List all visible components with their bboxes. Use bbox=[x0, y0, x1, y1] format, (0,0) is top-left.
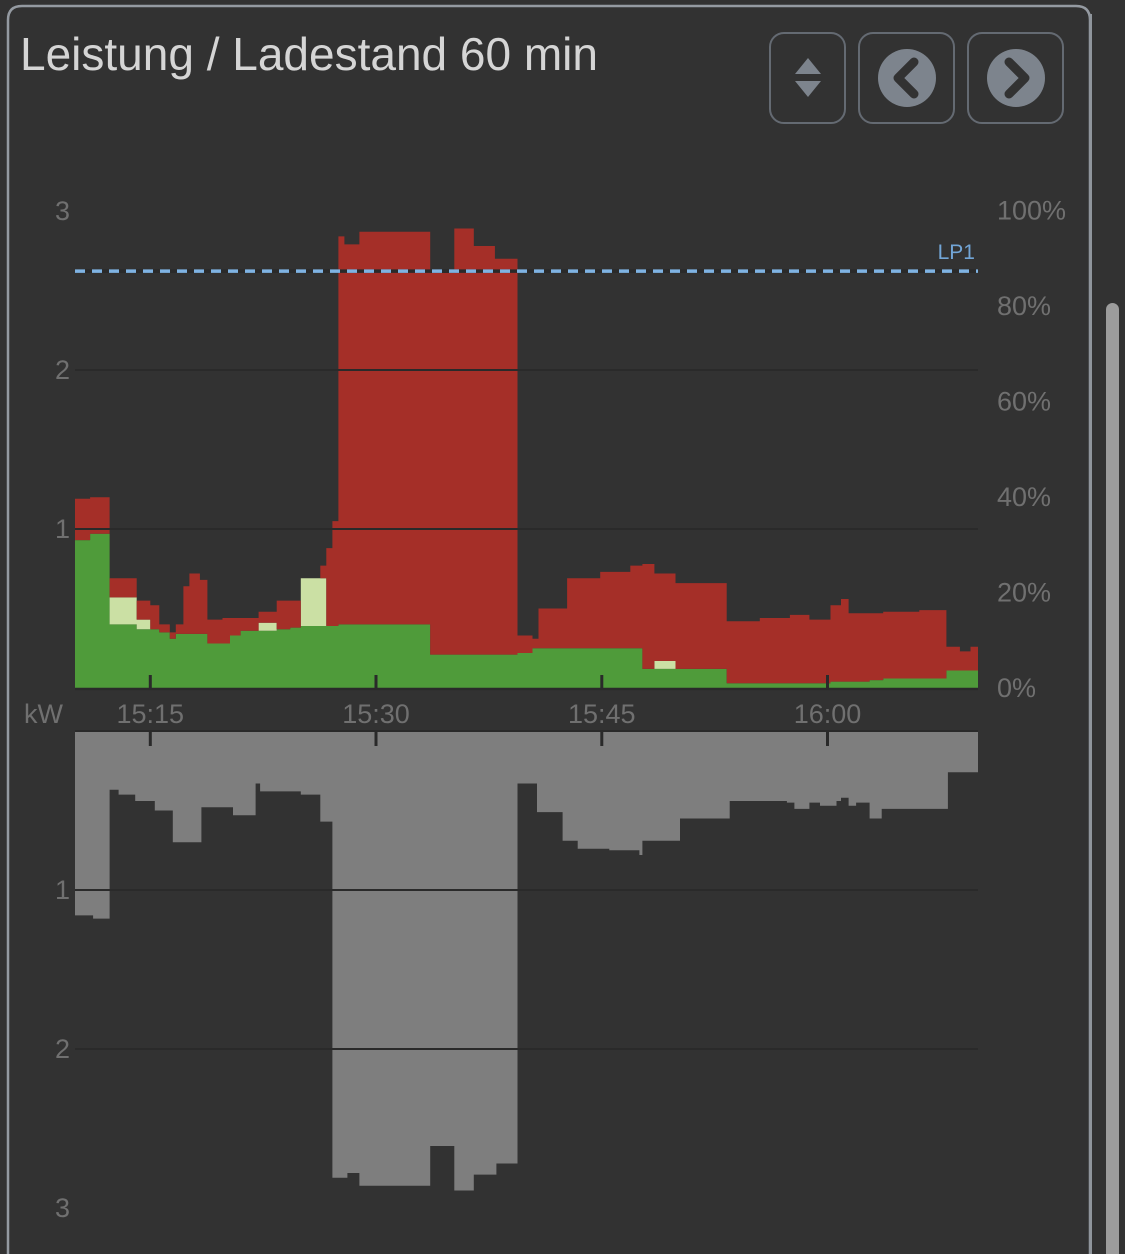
y-axis-label-percent: 0% bbox=[997, 673, 1036, 703]
green-pv-area bbox=[75, 533, 978, 688]
y-axis-label-kw: 3 bbox=[55, 196, 70, 226]
y-axis-label-kw: 1 bbox=[55, 514, 70, 544]
y-axis-label-percent: 60% bbox=[997, 387, 1051, 417]
x-axis-time-label: 15:30 bbox=[342, 699, 410, 729]
scrollbar[interactable] bbox=[1106, 303, 1119, 1254]
x-axis-time-label: 15:45 bbox=[568, 699, 636, 729]
gray-consumption-area bbox=[75, 731, 978, 1191]
chart-title: Leistung / Ladestand 60 min bbox=[20, 28, 598, 80]
panel-edge-line bbox=[1089, 14, 1092, 1254]
red-grid-area bbox=[75, 228, 978, 684]
x-axis-time-label: 16:00 bbox=[794, 699, 862, 729]
chevron-left-circle-icon bbox=[877, 48, 937, 108]
y-axis-label-percent: 80% bbox=[997, 291, 1051, 321]
soc-line-label: LP1 bbox=[938, 241, 975, 264]
y-axis-label-percent: 100% bbox=[997, 196, 1066, 226]
y-axis-label-kw-bottom: 2 bbox=[55, 1034, 70, 1064]
next-button[interactable] bbox=[967, 32, 1064, 124]
x-axis-time-label: 15:15 bbox=[117, 699, 185, 729]
chevron-right-circle-icon bbox=[986, 48, 1046, 108]
kw-unit-label: kW bbox=[24, 699, 64, 729]
y-axis-label-percent: 40% bbox=[997, 482, 1051, 512]
up-down-arrows-icon bbox=[794, 58, 822, 98]
resize-button[interactable] bbox=[769, 32, 846, 124]
y-axis-label-kw: 2 bbox=[55, 355, 70, 385]
y-axis-label-kw-bottom: 3 bbox=[55, 1193, 70, 1223]
y-axis-label-kw-bottom: 1 bbox=[55, 875, 70, 905]
previous-button[interactable] bbox=[858, 32, 955, 124]
y-axis-label-percent: 20% bbox=[997, 578, 1051, 608]
